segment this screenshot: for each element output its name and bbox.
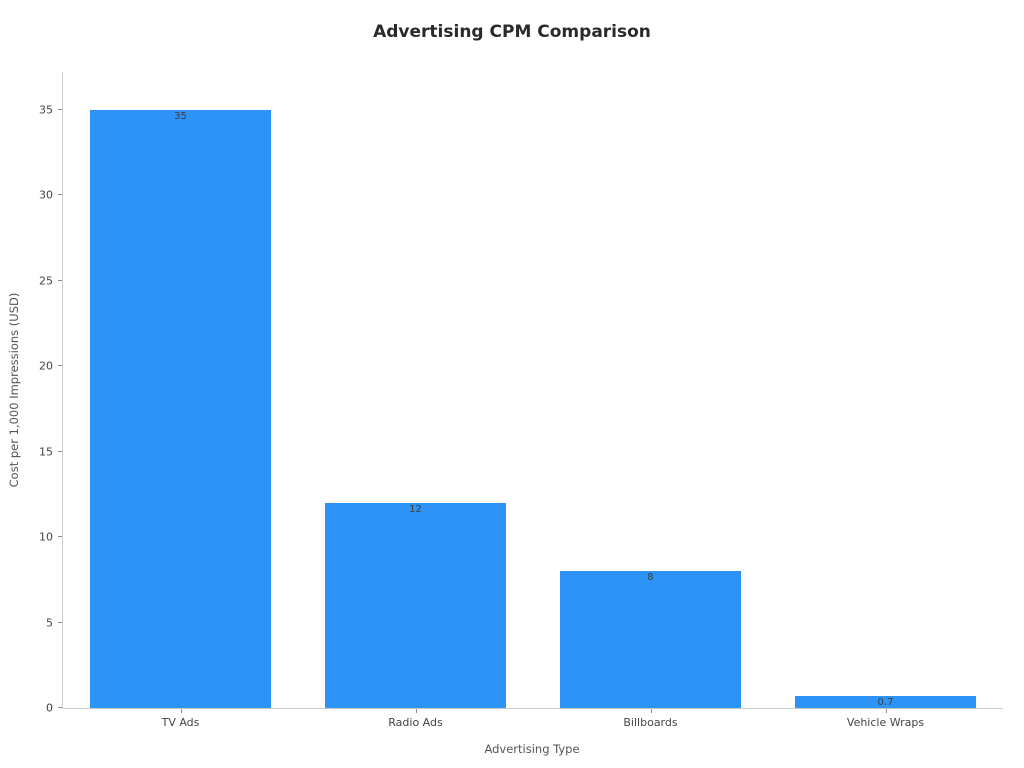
y-tick-label: 20 (39, 359, 53, 373)
x-tick-label: Billboards (623, 716, 678, 729)
chart-title: Advertising CPM Comparison (373, 22, 651, 42)
y-tick-mark (58, 108, 62, 110)
y-tick-mark (58, 279, 62, 281)
y-tick-mark (58, 194, 62, 196)
y-tick-mark (58, 536, 62, 538)
bar: 12 (325, 502, 506, 708)
bar: 8 (560, 571, 741, 708)
bar: 35 (90, 109, 271, 708)
y-tick-label: 15 (39, 445, 53, 459)
y-tick-label: 10 (39, 530, 53, 544)
x-tick-label: TV Ads (161, 716, 200, 729)
y-tick-mark (58, 365, 62, 367)
bar-value-label: 35 (174, 110, 187, 122)
x-tick-mark (885, 709, 887, 713)
y-tick-mark (58, 450, 62, 452)
y-tick-label: 0 (46, 701, 53, 715)
y-axis-label: Cost per 1,000 Impressions (USD) (7, 292, 21, 488)
y-tick-mark (58, 707, 62, 708)
x-tick-mark (180, 709, 182, 713)
x-tick-mark (415, 709, 417, 713)
bar-value-label: 12 (409, 503, 422, 515)
bar-value-label: 8 (647, 572, 654, 584)
bar-value-label: 0.7 (877, 697, 894, 709)
x-tick-label: Radio Ads (388, 716, 443, 729)
y-tick-label: 25 (39, 274, 53, 288)
x-tick-label: Vehicle Wraps (846, 716, 925, 729)
bar: 0.7 (795, 696, 976, 708)
y-tick-mark (58, 621, 62, 623)
y-tick-label: 35 (39, 103, 53, 117)
y-tick-label: 30 (39, 188, 53, 202)
x-axis-label: Advertising Type (484, 742, 580, 756)
plot-area: 0 5 10 15 20 25 30 35 35 TV Ads 12 Radio Ads 8 Billbo… (39, 72, 1003, 729)
y-tick-label: 5 (46, 616, 53, 630)
x-tick-mark (650, 709, 652, 713)
